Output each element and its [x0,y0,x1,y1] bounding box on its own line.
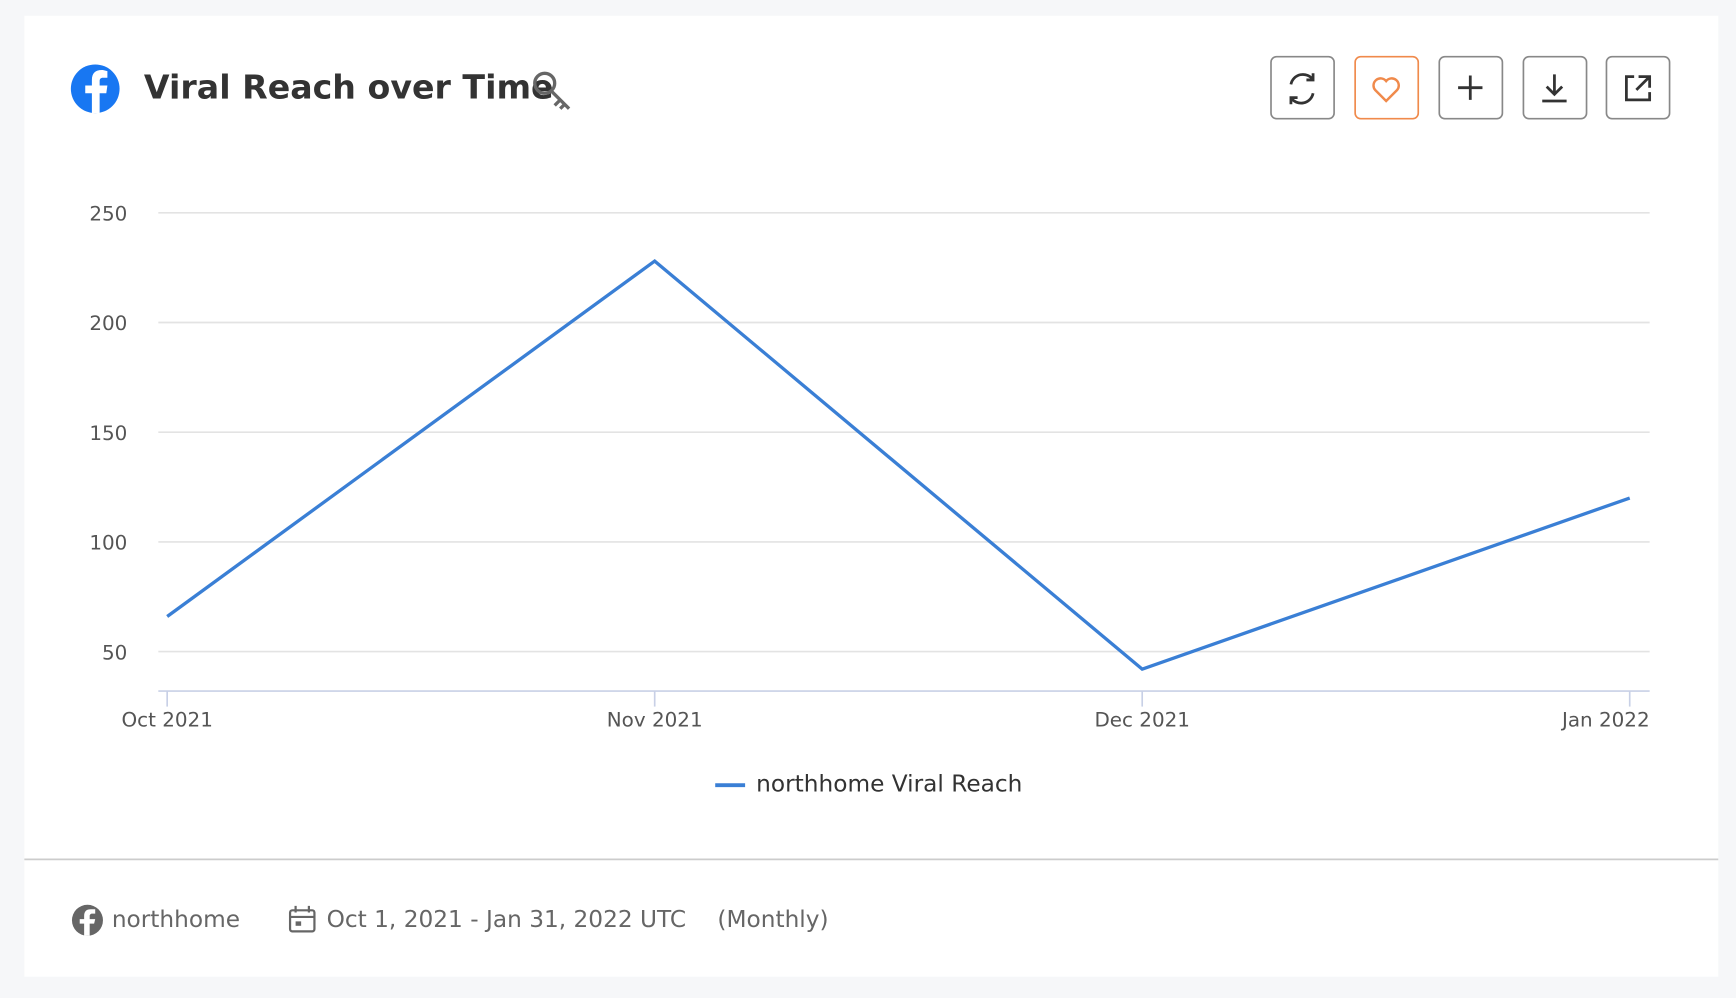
x-tick-label: Jan 2022 [1560,708,1650,731]
card [24,15,1719,977]
add-button[interactable] [1438,55,1504,120]
chart-title: Viral Reach over Time [144,67,554,106]
x-tick-label: Dec 2021 [1094,708,1190,731]
account-name: northhome [112,906,240,933]
calendar-icon [288,905,316,933]
favorite-button[interactable] [1354,55,1420,120]
key-icon [533,71,571,110]
legend-label: northhome Viral Reach [756,771,1022,798]
y-tick-label: 250 [89,203,127,226]
x-tick-label: Oct 2021 [121,708,212,731]
y-tick-label: 100 [89,532,127,555]
open-button[interactable] [1605,55,1671,120]
refresh-button[interactable] [1270,55,1335,120]
y-tick-label: 200 [89,312,127,335]
facebook-icon [70,64,120,114]
y-tick-label: 50 [102,641,127,664]
account-icon [71,904,103,936]
granularity: (Monthly) [717,906,828,933]
y-tick-label: 150 [89,422,127,445]
data-line [166,258,1631,672]
download-button[interactable] [1522,55,1588,120]
x-tick-label: Nov 2021 [607,708,703,731]
date-range: Oct 1, 2021 - Jan 31, 2022 UTC [327,906,687,933]
